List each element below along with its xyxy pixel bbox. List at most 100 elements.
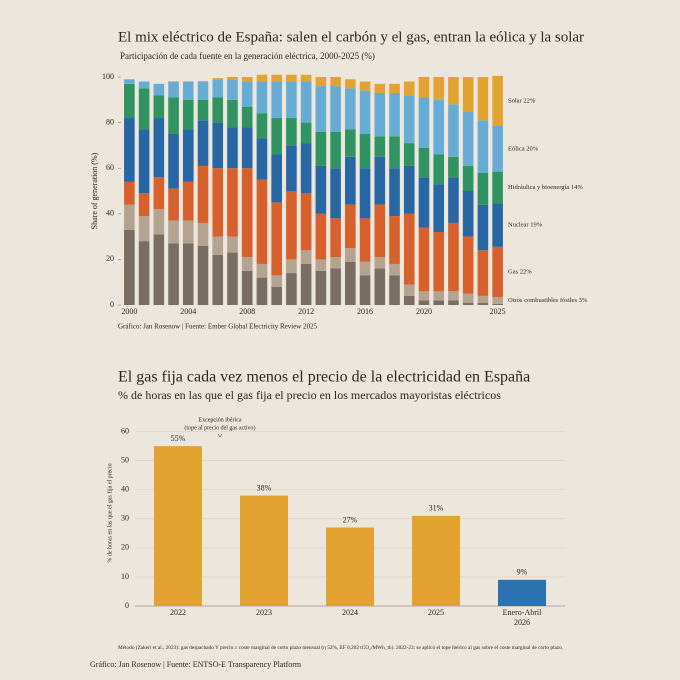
bar-segment (492, 297, 503, 304)
bar-segment (212, 122, 224, 169)
bar-segment (462, 165, 474, 191)
chart-subtitle: % de horas en las que el gas fija el pre… (118, 388, 501, 402)
bar-segment (168, 134, 179, 189)
bar-segment (330, 257, 341, 269)
bar-segment (418, 291, 430, 301)
y-tick-label: 50 (121, 456, 129, 465)
bar (154, 446, 202, 606)
bar-segment (138, 216, 150, 242)
value-label: 38% (257, 483, 272, 492)
bar-segment (256, 113, 268, 139)
x-tick-label: 2008 (239, 307, 255, 316)
bar-segment (256, 138, 268, 180)
bar-segment (345, 248, 356, 262)
bar-segment (315, 213, 327, 260)
bar-segment (492, 75, 503, 127)
bar-segment (124, 83, 135, 119)
bar-segment (197, 99, 209, 121)
value-label: 55% (171, 434, 186, 443)
bar-segment (345, 129, 356, 157)
bar-segment (300, 250, 312, 264)
legend-label: Hidráulica y bioenergía 14% (508, 184, 583, 191)
bar-segment (477, 295, 489, 303)
bar-segment (477, 204, 489, 251)
bar-segment (462, 77, 474, 112)
bar-segment (330, 131, 341, 169)
chart-subtitle: Participación de cada fuente en la gener… (120, 51, 375, 61)
bar-segment (256, 277, 268, 305)
bar-segment (286, 145, 297, 191)
bar-segment (477, 250, 489, 296)
bar-segment (448, 77, 459, 105)
value-label: 9% (517, 568, 528, 577)
bar-segment (374, 204, 386, 258)
y-tick-label: 20 (106, 254, 114, 263)
bar-segment (477, 172, 489, 205)
bar-segment (330, 218, 341, 258)
bar-segment (256, 74, 268, 82)
bar-segment (359, 134, 371, 169)
legend-label: Gas 22% (508, 268, 532, 275)
bar-segment (182, 99, 194, 130)
bar-segment (271, 81, 282, 119)
bar-segment (403, 284, 415, 296)
bar-segment (315, 270, 327, 305)
x-tick-label: 2000 (121, 307, 137, 316)
bar-segment (197, 165, 209, 223)
bar-segment (462, 302, 474, 305)
bar-segment (168, 97, 179, 134)
bar-segment (227, 79, 238, 100)
bar-segment (492, 203, 503, 247)
bar-segment (153, 209, 165, 235)
bar-segment (448, 156, 459, 178)
bar-segment (124, 229, 135, 305)
bar-segment (448, 291, 459, 301)
bar-segment (403, 95, 415, 144)
bar-segment (389, 92, 400, 137)
bar-segment (271, 202, 282, 276)
bar-segment (389, 216, 400, 264)
bar-segment (315, 131, 327, 166)
bar-segment (389, 275, 400, 305)
bar-segment (345, 88, 356, 130)
bar-segment (286, 118, 297, 146)
annotation-arrow (217, 433, 223, 438)
bar-segment (168, 188, 179, 221)
bar-segment (315, 86, 327, 132)
bar-segment (227, 168, 238, 237)
bar-segment (315, 259, 327, 271)
bar-segment (448, 177, 459, 223)
bar-segment (241, 270, 253, 305)
y-tick-label: 80 (106, 117, 114, 126)
x-tick-label: 2024 (342, 608, 358, 617)
bar-segment (359, 90, 371, 134)
bar-segment (168, 243, 179, 305)
bar-segment (374, 268, 386, 305)
bar-segment (300, 81, 312, 123)
bar-segment (359, 218, 371, 262)
bar-segment (345, 156, 356, 205)
bar-segment (271, 275, 282, 287)
chart-title: El mix eléctrico de España: salen el car… (118, 29, 584, 45)
x-tick-label: 2025 (428, 608, 444, 617)
bar-segment (212, 97, 224, 123)
bar-segment (241, 106, 253, 128)
bar-segment (182, 243, 194, 305)
bar-segment (433, 77, 445, 100)
bar-segment (403, 213, 415, 285)
bar-segment (241, 257, 253, 271)
bar-segment (212, 236, 224, 255)
bar-segment (168, 220, 179, 244)
bar-segment (256, 179, 268, 264)
y-tick-label: 40 (106, 209, 114, 218)
bar-segment (477, 302, 489, 305)
bar (412, 515, 460, 606)
bar-segment (433, 232, 445, 292)
note: Método (Zakeri et al., 2023): gas despac… (118, 644, 563, 651)
bar-segment (359, 168, 371, 219)
x-tick-label: 2022 (170, 608, 186, 617)
legend-label: Otros combustibles fósiles 3% (508, 297, 588, 304)
bar-segment (462, 236, 474, 294)
bar-segment (462, 293, 474, 303)
